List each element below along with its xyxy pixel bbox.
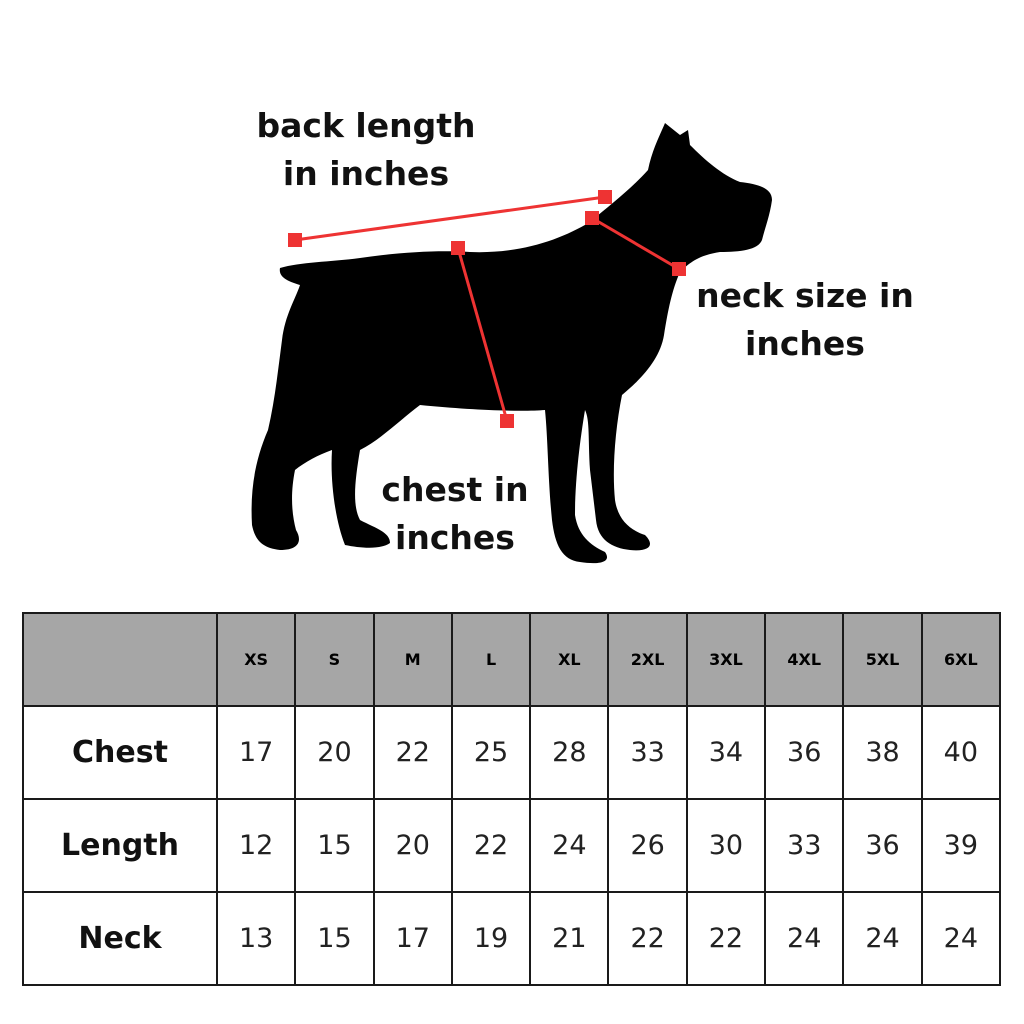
table-cell: 33 — [764, 798, 845, 893]
table-cell: 21 — [529, 891, 610, 986]
table-cell: 28 — [529, 705, 610, 800]
table-cell: 33 — [607, 705, 688, 800]
neck-line — [585, 211, 686, 276]
table-cell: 15 — [294, 891, 375, 986]
chest-label: chest in inches — [350, 466, 560, 562]
table-cell: 15 — [294, 798, 375, 893]
size-header: 4XL — [764, 612, 845, 707]
row-label: Length — [22, 798, 218, 893]
dog-silhouette — [251, 123, 773, 564]
table-cell: 30 — [685, 798, 767, 893]
table-cell: 24 — [764, 891, 845, 986]
table-cell: 24 — [529, 798, 610, 893]
table-cell: 22 — [450, 798, 532, 893]
table-cell: 22 — [685, 891, 767, 986]
table-cell: 20 — [294, 705, 375, 800]
chest-line — [451, 241, 514, 428]
corner-cell — [22, 612, 218, 707]
size-chart-table: XS S M L XL 2XL 3XL 4XL 5XL 6XL Chest 17 2… — [22, 612, 1002, 986]
table-cell: 22 — [607, 891, 688, 986]
table-cell: 20 — [372, 798, 453, 893]
row-label: Chest — [22, 705, 218, 800]
table-cell: 24 — [920, 891, 1002, 986]
table-cell: 19 — [450, 891, 532, 986]
table-cell: 24 — [842, 891, 923, 986]
size-header: L — [450, 612, 532, 707]
table-cell: 38 — [842, 705, 923, 800]
size-header: S — [294, 612, 375, 707]
table-cell: 13 — [215, 891, 297, 986]
table-cell: 36 — [764, 705, 845, 800]
table-row: Length 12 15 20 22 24 26 30 33 36 39 — [22, 798, 1002, 893]
back-length-line1: back length — [256, 106, 476, 145]
size-header: M — [372, 612, 453, 707]
chest-label-line2: inches — [395, 518, 515, 557]
back-length-line — [288, 190, 612, 247]
header-row: XS S M L XL 2XL 3XL 4XL 5XL 6XL — [22, 612, 1002, 707]
table-row: Chest 17 20 22 25 28 33 34 36 38 40 — [22, 705, 1002, 800]
row-label: Neck — [22, 891, 218, 986]
size-header: 3XL — [685, 612, 767, 707]
size-header: 2XL — [607, 612, 688, 707]
neck-size-line2: inches — [745, 324, 865, 363]
neck-size-line1: neck size in — [696, 276, 914, 315]
table-cell: 36 — [842, 798, 923, 893]
back-length-label: back length in inches — [236, 102, 496, 198]
size-header: XS — [215, 612, 297, 707]
size-header: 5XL — [842, 612, 923, 707]
table-cell: 34 — [685, 705, 767, 800]
table-cell: 22 — [372, 705, 453, 800]
neck-size-label: neck size in inches — [680, 272, 930, 368]
table-cell: 12 — [215, 798, 297, 893]
size-header: XL — [529, 612, 610, 707]
table-cell: 17 — [215, 705, 297, 800]
chest-label-line1: chest in — [381, 470, 529, 509]
table-cell: 40 — [920, 705, 1002, 800]
dog-diagram — [251, 123, 773, 564]
table-cell: 17 — [372, 891, 453, 986]
table-cell: 26 — [607, 798, 688, 893]
table-cell: 25 — [450, 705, 532, 800]
back-length-line2: in inches — [282, 154, 450, 193]
table-cell: 39 — [920, 798, 1002, 893]
size-header: 6XL — [920, 612, 1002, 707]
table-row: Neck 13 15 17 19 21 22 22 24 24 24 — [22, 891, 1002, 986]
